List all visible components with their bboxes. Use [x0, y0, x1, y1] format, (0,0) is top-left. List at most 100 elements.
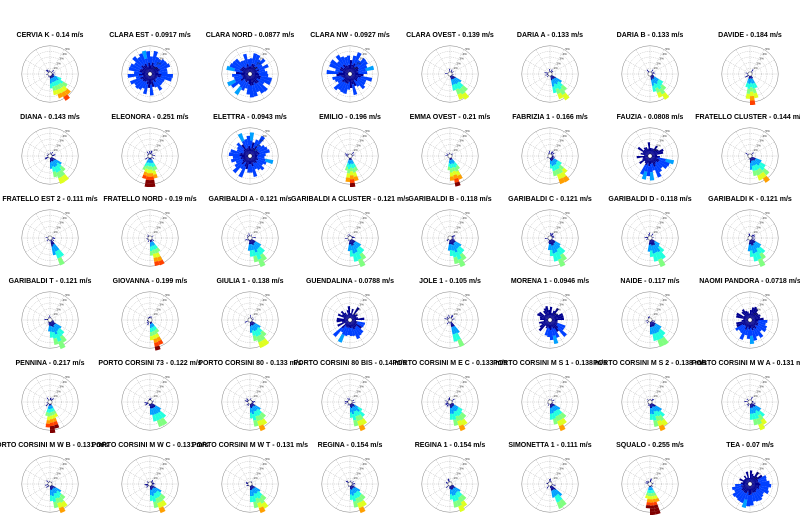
grid-spoke — [26, 224, 50, 238]
ring-label: 4% — [62, 380, 67, 384]
ring-label: 2% — [56, 307, 61, 311]
ring-label: 1% — [453, 230, 458, 234]
ring-label: 3% — [759, 467, 764, 471]
grid-spoke — [26, 484, 50, 498]
ring-label: 5% — [565, 129, 570, 133]
rose-wedge — [145, 183, 150, 187]
grid-spoke — [426, 388, 450, 402]
ring-label: 3% — [659, 385, 664, 389]
rose-wedge — [150, 180, 155, 184]
grid-spoke — [236, 460, 250, 484]
polar-plot: 1%2%3%4%5% — [118, 42, 182, 106]
center-marker — [648, 318, 652, 322]
grid-spoke — [336, 214, 350, 238]
rose-wedge — [548, 244, 550, 250]
rose-wedge — [50, 426, 55, 430]
grid-spoke — [336, 378, 350, 402]
grid-spoke — [26, 238, 50, 252]
panel-title: PORTO CORSINI M W A - 0.131 m/s — [690, 358, 800, 370]
grid-spoke — [636, 378, 650, 402]
ring-label: 1% — [253, 148, 258, 152]
ring-label: 5% — [65, 375, 70, 379]
ring-label: 5% — [65, 47, 70, 51]
ring-label: 5% — [165, 47, 170, 51]
ring-label: 3% — [459, 467, 464, 471]
ring-label: 1% — [453, 66, 458, 70]
center-marker — [248, 236, 252, 240]
grid-spoke — [526, 60, 550, 74]
grid-spoke — [136, 378, 150, 402]
ring-label: 2% — [356, 471, 361, 475]
ring-label: 1% — [753, 394, 758, 398]
ring-label: 5% — [365, 457, 370, 461]
rose-wedge — [350, 183, 355, 187]
ring-label: 1% — [553, 148, 558, 152]
ring-label: 1% — [53, 476, 58, 480]
rose-wedge — [353, 172, 357, 177]
ring-label: 2% — [256, 225, 261, 229]
ring-label: 5% — [265, 457, 270, 461]
ring-label: 5% — [465, 293, 470, 297]
grid-spoke — [126, 484, 150, 498]
rose-wedge — [50, 429, 55, 433]
grid-spoke — [26, 74, 50, 88]
ring-label: 4% — [762, 134, 767, 138]
ring-label: 5% — [665, 47, 670, 51]
polar-plot: 1%2%3%4%5% — [618, 370, 682, 434]
center-marker — [548, 236, 552, 240]
rose-wedge — [50, 419, 54, 423]
rose-wedge — [238, 133, 245, 142]
grid-spoke — [336, 132, 350, 156]
ring-label: 5% — [465, 129, 470, 133]
ring-label: 4% — [462, 52, 467, 56]
grid-spoke — [626, 238, 650, 252]
grid-spoke — [336, 484, 350, 508]
grid-spoke — [736, 132, 750, 156]
ring-label: 5% — [165, 293, 170, 297]
ring-label: 5% — [165, 129, 170, 133]
panel-title: TEA - 0.07 m/s — [690, 440, 800, 452]
rose-wedge — [47, 416, 50, 420]
ring-label: 5% — [265, 211, 270, 215]
ring-label: 2% — [756, 225, 761, 229]
grid-spoke — [36, 50, 50, 74]
rose-wedge — [449, 160, 450, 164]
grid-spoke — [426, 320, 450, 334]
ring-label: 1% — [753, 66, 758, 70]
polar-plot: 1%2%3%4%5% — [618, 124, 682, 188]
grid-spoke — [626, 388, 650, 402]
grid-spoke — [326, 470, 350, 484]
grid-spoke — [436, 214, 450, 238]
ring-label: 4% — [762, 298, 767, 302]
ring-label: 2% — [556, 225, 561, 229]
ring-label: 5% — [765, 211, 770, 215]
grid-spoke — [36, 74, 50, 98]
center-marker — [548, 72, 552, 76]
ring-label: 2% — [156, 389, 161, 393]
ring-label: 1% — [153, 394, 158, 398]
center-marker — [48, 400, 52, 404]
ring-label: 3% — [159, 57, 164, 61]
grid-spoke — [736, 156, 750, 180]
ring-label: 5% — [165, 375, 170, 379]
polar-plot: 1%2%3%4%5% — [118, 288, 182, 352]
grid-spoke — [26, 60, 50, 74]
grid-spoke — [526, 470, 550, 484]
center-marker — [748, 482, 752, 486]
rose-wedge — [46, 424, 50, 428]
ring-label: 1% — [653, 230, 658, 234]
center-marker — [248, 318, 252, 322]
ring-label: 3% — [59, 303, 64, 307]
ring-label: 2% — [756, 307, 761, 311]
ring-label: 4% — [162, 462, 167, 466]
